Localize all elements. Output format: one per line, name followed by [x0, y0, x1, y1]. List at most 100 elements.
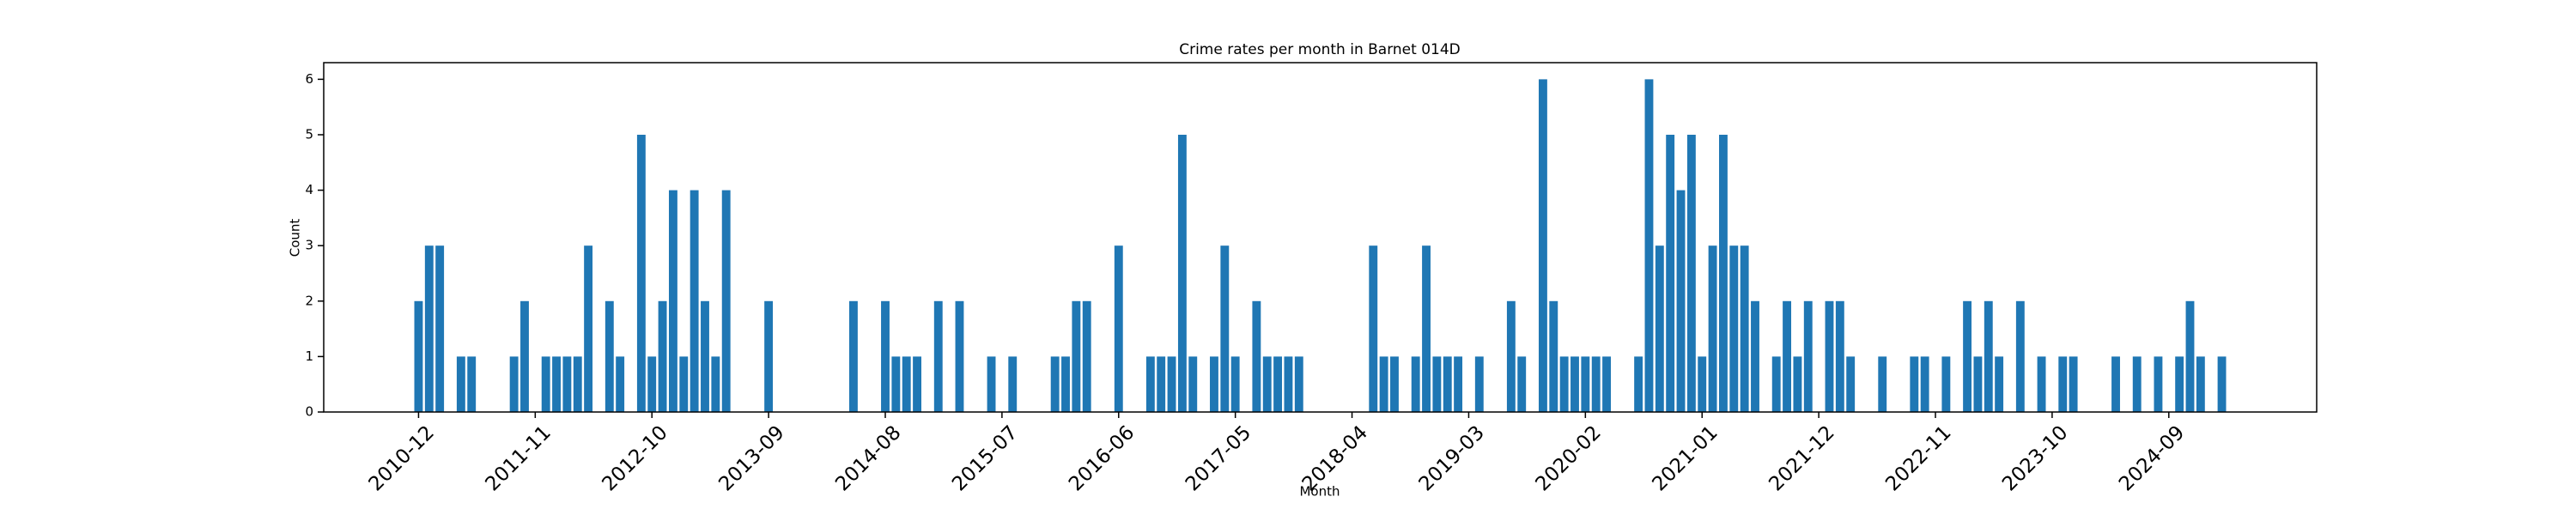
bar: [1379, 356, 1388, 412]
bar: [616, 356, 625, 412]
bar: [1910, 356, 1919, 412]
bar: [647, 356, 657, 412]
bar: [2111, 356, 2120, 412]
bar: [456, 356, 465, 412]
bar: [1941, 356, 1951, 412]
bar: [2132, 356, 2142, 412]
bar: [1474, 356, 1484, 412]
bar: [1783, 300, 1792, 412]
bar: [1294, 356, 1303, 412]
chart-title: Crime rates per month in Barnet 014D: [1179, 41, 1461, 58]
bar: [1708, 245, 1717, 412]
bar: [1846, 356, 1856, 412]
plot-frame: [323, 62, 2318, 413]
bar: [679, 356, 689, 412]
bar: [1963, 300, 1972, 412]
bar: [1825, 300, 1834, 412]
bar: [1571, 356, 1579, 412]
bar: [1167, 356, 1176, 412]
bar: [1549, 300, 1558, 412]
bar: [2058, 356, 2068, 412]
bar: [1803, 300, 1813, 412]
bar: [690, 190, 699, 413]
bar: [721, 190, 731, 413]
bar: [1262, 356, 1272, 412]
bar: [1995, 356, 2004, 412]
bar: [1718, 134, 1728, 412]
bar: [1644, 79, 1654, 412]
bar: [902, 356, 911, 412]
bar: [1559, 356, 1569, 412]
y-tick-label: 1: [305, 348, 313, 364]
bar: [1145, 356, 1155, 412]
bar: [881, 300, 890, 412]
bar: [1210, 356, 1218, 412]
bar: [933, 300, 943, 412]
bar: [1634, 356, 1643, 412]
bar: [1506, 300, 1516, 412]
bar: [552, 356, 561, 412]
bar: [764, 300, 774, 412]
bar: [562, 356, 572, 412]
bar: [1072, 300, 1081, 412]
bar: [891, 356, 901, 412]
bar: [1698, 356, 1707, 412]
bar: [668, 190, 677, 413]
bar: [1220, 245, 1230, 412]
bar: [1676, 190, 1686, 413]
bar: [1114, 245, 1123, 412]
bar: [435, 245, 445, 412]
bar: [1230, 356, 1240, 412]
bar: [1686, 134, 1696, 412]
bar: [1082, 300, 1091, 412]
bar: [1517, 356, 1527, 412]
bar: [2037, 356, 2046, 412]
bar: [2069, 356, 2078, 412]
bar: [1666, 134, 1675, 412]
bar: [424, 245, 434, 412]
bar: [955, 300, 964, 412]
bar: [636, 134, 646, 412]
bar: [1390, 356, 1399, 412]
bar: [913, 356, 922, 412]
bar: [1008, 356, 1018, 412]
bar: [2185, 300, 2195, 412]
bar: [1740, 245, 1749, 412]
bar: [1655, 245, 1664, 412]
bar: [1581, 356, 1590, 412]
bar: [1284, 356, 1293, 412]
bar: [1973, 356, 1983, 412]
bar: [848, 300, 858, 412]
bar: [1177, 134, 1187, 412]
bar: [2175, 356, 2184, 412]
bar: [414, 300, 423, 412]
y-axis-label: Count: [288, 219, 303, 258]
bar: [1729, 245, 1739, 412]
bar: [2154, 356, 2163, 412]
bar: [584, 245, 593, 412]
bar: [2015, 300, 2025, 412]
bar: [1252, 300, 1261, 412]
bar: [1443, 356, 1452, 412]
bar: [1432, 356, 1442, 412]
bar: [1538, 79, 1547, 412]
bar: [1273, 356, 1283, 412]
bar: [1188, 356, 1198, 412]
bar: [1050, 356, 1060, 412]
bar: [1157, 356, 1166, 412]
bar: [1422, 245, 1431, 412]
bar: [1920, 356, 1929, 412]
bar: [467, 356, 477, 412]
bar: [1751, 300, 1759, 412]
bar: [1369, 245, 1378, 412]
bar: [1878, 356, 1887, 412]
bar: [1771, 356, 1781, 412]
bar: [1602, 356, 1611, 412]
bar: [1454, 356, 1463, 412]
bar: [573, 356, 582, 412]
y-tick-label: 4: [305, 182, 313, 197]
bar: [509, 356, 519, 412]
bar: [701, 300, 709, 412]
